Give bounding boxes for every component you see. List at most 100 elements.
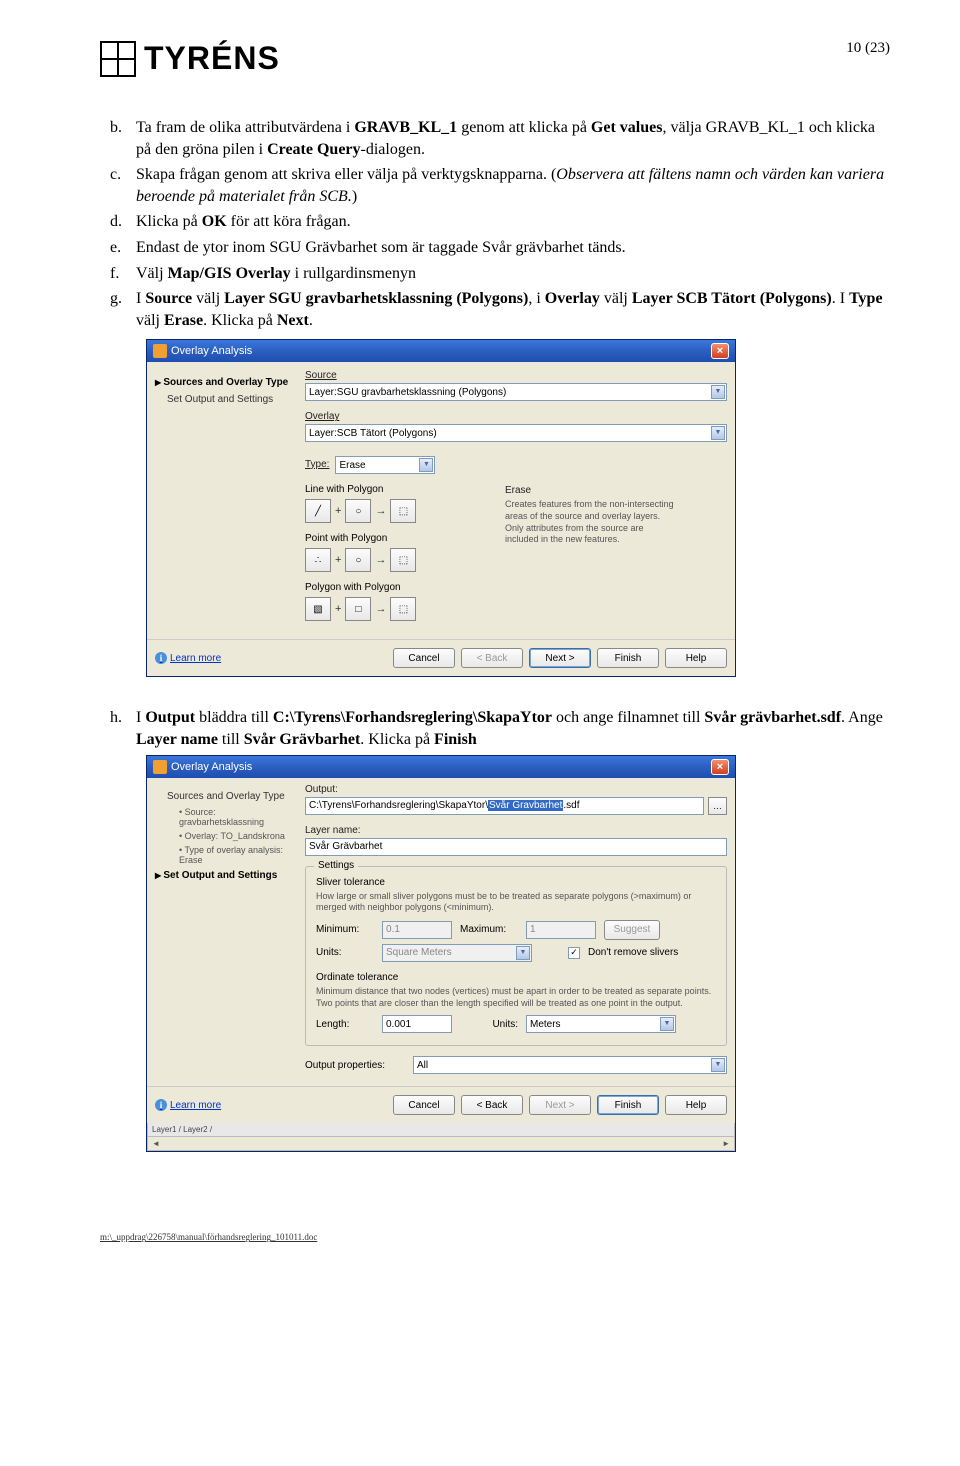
length-field[interactable]: 0.001 [382,1015,452,1033]
chevron-down-icon[interactable]: ▼ [711,426,725,440]
content: Endast de ytor inom SGU Grävbarhet som ä… [136,237,890,259]
item-f: f. Välj Map/GIS Overlay i rullgardinsmen… [100,263,890,285]
type-dropdown[interactable]: Erase ▼ [335,456,435,474]
app-icon [153,344,167,358]
units-label: Units: [316,947,374,958]
learn-more-link[interactable]: i Learn more [155,1095,221,1115]
nav-output[interactable]: Set Output and Settings [155,867,295,884]
cancel-button[interactable]: Cancel [393,1095,455,1115]
info-icon: i [155,1099,167,1111]
outprop-dropdown[interactable]: All ▼ [413,1056,727,1074]
line-with-polygon-row: ╱+ ○→ ⬚ [305,499,485,523]
max-field[interactable]: 1 [526,921,596,939]
item-h: h. I Output bläddra till C:\Tyrens\Forha… [100,707,890,750]
next-button[interactable]: Next > [529,648,591,668]
max-label: Maximum: [460,924,518,935]
finish-button[interactable]: Finish [597,648,659,668]
cancel-button[interactable]: Cancel [393,648,455,668]
erase-description: Erase Creates features from the non-inte… [505,484,675,631]
help-button[interactable]: Help [665,1095,727,1115]
marker: h. [100,707,136,750]
output-field[interactable]: C:\Tyrens\Forhandsreglering\SkapaYtor\Sv… [305,797,704,815]
titlebar[interactable]: Overlay Analysis × [147,340,735,362]
point-icon: ∴ [305,548,331,572]
dialog-title: Overlay Analysis [171,761,252,773]
scrollbar[interactable]: ◄ ► [147,1137,735,1151]
chevron-down-icon[interactable]: ▼ [419,458,433,472]
sliver-title: Sliver tolerance [316,877,716,888]
content: I Source välj Layer SGU gravbarhetsklass… [136,288,890,331]
suggest-button[interactable]: Suggest [604,920,660,940]
finish-button[interactable]: Finish [597,1095,659,1115]
content-pane: Output: C:\Tyrens\Forhandsreglering\Skap… [305,784,727,1079]
logo: TYRÉNS [100,40,280,77]
button-bar: i Learn more Cancel < Back Next > Finish… [147,1086,735,1123]
settings-title: Settings [314,860,358,871]
nav-sub-type: Type of overlay analysis: Erase [155,843,295,867]
next-button[interactable]: Next > [529,1095,591,1115]
outprop-label: Output properties: [305,1060,405,1071]
chevron-down-icon[interactable]: ▼ [516,946,530,960]
nav-output[interactable]: Set Output and Settings [155,391,295,408]
polygon-icon: ○ [345,548,371,572]
marker: g. [100,288,136,331]
scroll-left-icon[interactable]: ◄ [152,1139,160,1148]
content: Ta fram de olika attributvärdena i GRAVB… [136,117,890,160]
min-field[interactable]: 0.1 [382,921,452,939]
button-bar: i Learn more Cancel < Back Next > Finish… [147,639,735,676]
dont-remove-label: Don't remove slivers [588,947,678,958]
marker: f. [100,263,136,285]
back-button[interactable]: < Back [461,648,523,668]
scroll-right-icon[interactable]: ► [722,1139,730,1148]
settings-group: Settings Sliver tolerance How large or s… [305,866,727,1047]
source-dropdown[interactable]: Layer:SGU gravbarhetsklassning (Polygons… [305,383,727,401]
line-with-polygon-label: Line with Polygon [305,484,485,495]
content: Skapa frågan genom att skriva eller välj… [136,164,890,207]
titlebar[interactable]: Overlay Analysis × [147,756,735,778]
layername-field[interactable]: Svår Grävbarhet [305,838,727,856]
polygon-with-polygon-row: ▧+ □→ ⬚ [305,597,485,621]
item-b: b. Ta fram de olika attributvärdena i GR… [100,117,890,160]
content: Välj Map/GIS Overlay i rullgardinsmenyn [136,263,890,285]
help-button[interactable]: Help [665,648,727,668]
status-tabs: Layer1 / Layer2 / [147,1123,735,1137]
content-pane: Source Layer:SGU gravbarhetsklassning (P… [305,370,727,631]
logo-text: TYRÉNS [144,40,280,77]
page-header: TYRÉNS 10 (23) [100,40,890,77]
ordinate-desc: Minimum distance that two nodes (vertice… [316,986,716,1009]
item-g: g. I Source välj Layer SGU gravbarhetskl… [100,288,890,331]
result-icon: ⬚ [390,548,416,572]
nav-sub-source: Source: gravbarhetsklassning [155,805,295,829]
page-number: 10 (23) [846,40,890,57]
learn-more-link[interactable]: i Learn more [155,648,221,668]
wizard-nav: Sources and Overlay Type Source: gravbar… [155,784,295,1079]
polygon-with-polygon-label: Polygon with Polygon [305,582,485,593]
line-icon: ╱ [305,499,331,523]
chevron-down-icon[interactable]: ▼ [711,385,725,399]
point-with-polygon-row: ∴+ ○→ ⬚ [305,548,485,572]
content: Klicka på OK för att köra frågan. [136,211,890,233]
type-label: Type: [305,459,329,470]
polygon-icon: □ [345,597,371,621]
min-label: Minimum: [316,924,374,935]
back-button[interactable]: < Back [461,1095,523,1115]
overlay-dropdown[interactable]: Layer:SCB Tätort (Polygons) ▼ [305,424,727,442]
close-icon[interactable]: × [711,759,729,775]
nav-sources[interactable]: Sources and Overlay Type [155,374,295,391]
units2-dropdown[interactable]: Meters ▼ [526,1015,676,1033]
content: I Output bläddra till C:\Tyrens\Forhands… [136,707,890,750]
footer-path: m:\_uppdrag\226758\manual\förhandsregler… [100,1232,890,1242]
close-icon[interactable]: × [711,343,729,359]
browse-button[interactable]: … [708,797,727,815]
layername-label: Layer name: [305,825,727,836]
sliver-desc: How large or small sliver polygons must … [316,891,716,914]
chevron-down-icon[interactable]: ▼ [660,1017,674,1031]
marker: c. [100,164,136,207]
chevron-down-icon[interactable]: ▼ [711,1058,725,1072]
units-dropdown[interactable]: Square Meters ▼ [382,944,532,962]
nav-sources[interactable]: Sources and Overlay Type [155,788,295,805]
dialog-title: Overlay Analysis [171,345,252,357]
app-icon [153,760,167,774]
dont-remove-checkbox[interactable]: ✓ [568,947,580,959]
logo-icon [100,41,136,77]
